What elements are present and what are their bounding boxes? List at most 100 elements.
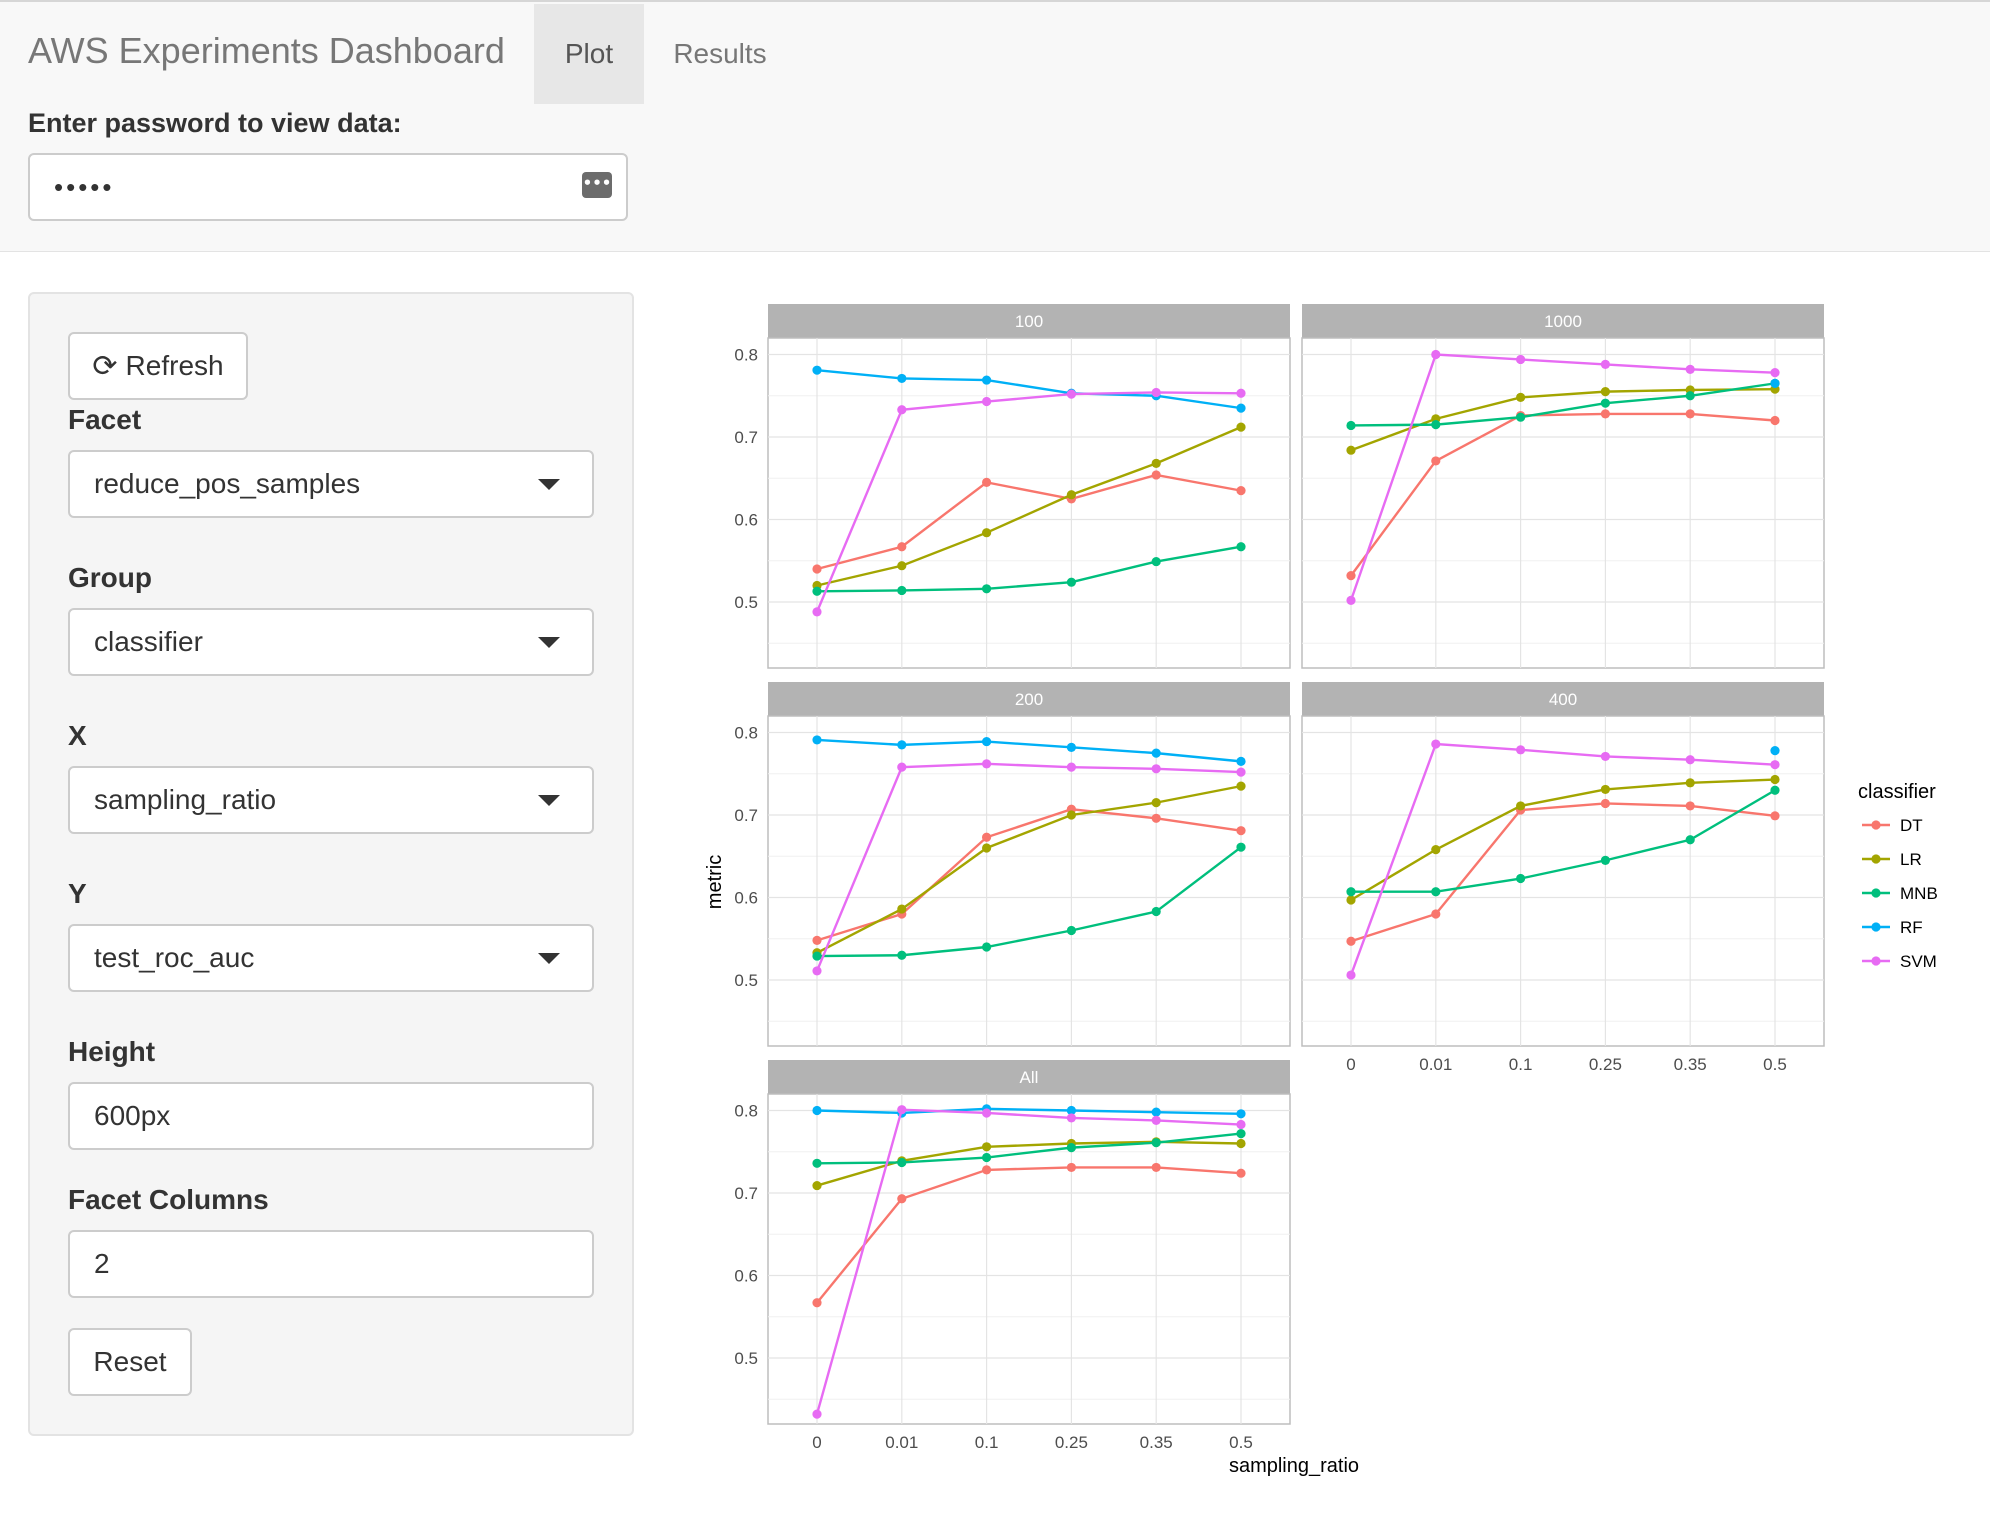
facet-title: 1000 — [1544, 312, 1582, 331]
facet-panel: 200 0.5 0.6 0.7 0.8 — [734, 682, 1291, 1047]
data-point-dt — [1431, 456, 1441, 466]
x-tick-label: 0 — [812, 1433, 821, 1452]
data-point-lr — [1600, 784, 1610, 795]
legend-entry-label: RF — [1900, 918, 1923, 937]
data-point-mnb — [1431, 887, 1441, 897]
legend-key-point — [1871, 888, 1881, 898]
facet-columns-input[interactable]: 2 — [68, 1230, 594, 1298]
data-point-dt — [812, 1298, 822, 1308]
height-input[interactable]: 600px — [68, 1082, 594, 1150]
data-point-lr — [1431, 845, 1441, 855]
data-point-dt — [1151, 470, 1161, 480]
data-point-lr — [1236, 422, 1246, 432]
data-point-svm — [982, 1108, 992, 1118]
series-line-svm — [815, 1108, 1242, 1415]
y-tick-label: 0.5 — [734, 593, 758, 612]
data-point-dt — [1236, 826, 1246, 836]
series-line-dt — [816, 473, 1242, 571]
facet-title: 400 — [1549, 690, 1577, 709]
data-point-rf — [982, 375, 992, 385]
legend-key-point — [1871, 956, 1881, 966]
panel-background — [767, 1093, 1291, 1425]
data-point-lr — [1236, 781, 1246, 791]
data-point-svm — [1236, 1119, 1246, 1130]
data-point-svm — [1066, 762, 1076, 772]
data-point-svm — [812, 607, 822, 617]
y-tick-label: 0.7 — [734, 806, 758, 825]
legend-entry-label: SVM — [1900, 952, 1937, 971]
data-point-rf — [897, 373, 907, 384]
series-line-svm — [1349, 353, 1776, 601]
data-point-dt — [1066, 1162, 1076, 1173]
y-tick-label: 0.8 — [734, 724, 758, 743]
series-line-dt — [816, 808, 1242, 942]
x-tick-label: 0 — [1346, 1055, 1355, 1074]
data-point-lr — [1685, 778, 1695, 788]
data-point-mnb — [812, 1158, 822, 1168]
data-point-svm — [1346, 970, 1356, 980]
data-point-lr — [812, 1180, 822, 1191]
data-point-svm — [1066, 1113, 1076, 1123]
refresh-icon: ⟳ — [92, 348, 118, 384]
data-point-svm — [1151, 1115, 1161, 1125]
data-point-mnb — [1516, 412, 1526, 422]
reset-button[interactable]: Reset — [68, 1328, 192, 1396]
data-point-mnb — [982, 584, 992, 594]
data-point-mnb — [1770, 785, 1780, 795]
data-point-mnb — [1066, 1143, 1076, 1153]
data-point-mnb — [1685, 835, 1695, 845]
y-tick-label: 0.5 — [734, 1349, 758, 1368]
facet-select[interactable]: reduce_pos_samples — [68, 450, 594, 518]
data-point-mnb — [1151, 906, 1161, 917]
chevron-down-icon — [538, 479, 560, 490]
data-point-mnb — [1685, 391, 1695, 401]
x-axis-title: sampling_ratio — [1229, 1455, 1359, 1477]
panel-background — [1301, 715, 1825, 1047]
data-point-rf — [812, 1105, 822, 1116]
facet-strip — [768, 304, 1290, 338]
data-point-svm — [812, 966, 822, 976]
data-point-rf — [1770, 746, 1780, 756]
data-point-dt — [1236, 1168, 1246, 1178]
navbar: AWS Experiments Dashboard Plot Results E… — [0, 0, 1990, 252]
facet-strip — [1302, 682, 1824, 716]
password-manager-icon[interactable]: ••• — [582, 172, 612, 198]
facet-strip — [768, 1060, 1290, 1094]
series-line-svm — [1349, 742, 1776, 976]
data-point-mnb — [1151, 556, 1161, 567]
data-point-svm — [1431, 739, 1441, 749]
data-point-svm — [1685, 364, 1695, 374]
data-point-mnb — [982, 942, 992, 952]
series-line-mnb — [816, 545, 1242, 593]
group-select[interactable]: classifier — [68, 608, 594, 676]
facet-title: All — [1020, 1068, 1039, 1087]
x-tick-label: 0.5 — [1763, 1055, 1787, 1074]
data-point-dt — [1770, 811, 1780, 821]
tab-results[interactable]: Results — [673, 38, 767, 69]
data-point-lr — [1151, 798, 1161, 808]
data-point-mnb — [1066, 577, 1076, 587]
refresh-button[interactable]: ⟳ Refresh — [68, 332, 248, 400]
data-point-dt — [812, 564, 822, 574]
data-point-dt — [1346, 936, 1356, 946]
data-point-lr — [1066, 490, 1076, 500]
facet-label: Facet — [68, 404, 142, 435]
data-point-lr — [897, 904, 907, 914]
tab-plot[interactable]: Plot — [534, 4, 644, 104]
data-point-rf — [1236, 756, 1246, 766]
series-line-rf — [816, 738, 1242, 763]
password-input[interactable] — [28, 153, 628, 221]
series-line-svm — [815, 391, 1242, 613]
data-point-lr — [1346, 445, 1356, 455]
data-point-mnb — [1151, 1138, 1161, 1148]
data-point-lr — [1151, 458, 1161, 468]
y-tick-label: 0.6 — [734, 511, 758, 530]
data-point-dt — [982, 1165, 992, 1175]
x-select[interactable]: sampling_ratio — [68, 766, 594, 834]
data-point-lr — [982, 1142, 992, 1152]
data-point-dt — [982, 477, 992, 487]
x-tick-label: 0.01 — [1419, 1055, 1452, 1074]
refresh-button-label: Refresh — [125, 350, 224, 381]
data-point-dt — [1600, 798, 1610, 809]
y-select[interactable]: test_roc_auc — [68, 924, 594, 992]
